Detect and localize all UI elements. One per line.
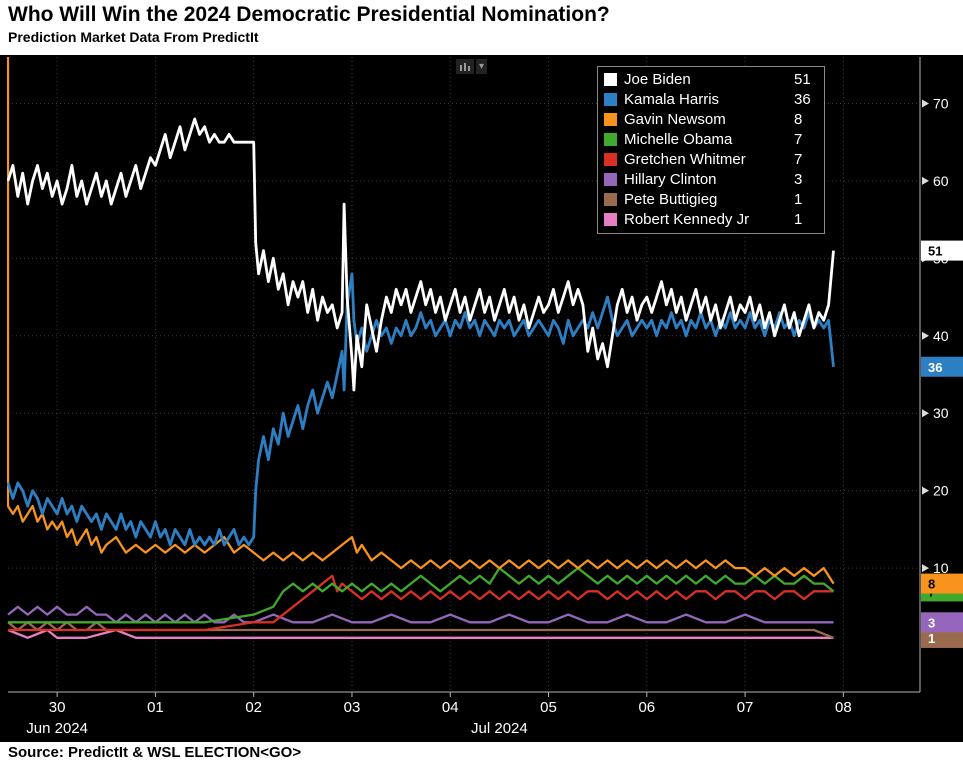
svg-text:36: 36 <box>928 360 942 375</box>
legend-swatch <box>604 132 617 146</box>
legend-label: Hillary Clinton <box>624 170 717 188</box>
mini-chart-icon[interactable] <box>456 59 474 74</box>
legend-label: Joe Biden <box>624 70 691 88</box>
legend-value: 7 <box>794 130 803 148</box>
svg-text:51: 51 <box>928 244 942 259</box>
legend-swatch <box>604 192 617 206</box>
legend-item[interactable]: Michelle Obama 7 <box>604 129 816 149</box>
svg-text:20: 20 <box>933 483 949 499</box>
svg-text:1: 1 <box>928 631 935 646</box>
svg-text:3: 3 <box>928 615 935 630</box>
legend-swatch <box>604 172 617 186</box>
legend-item[interactable]: Pete Buttigieg 1 <box>604 189 816 209</box>
legend-label: Robert Kennedy Jr <box>624 210 750 228</box>
source-line: Source: PredictIt & WSL ELECTION<GO> <box>0 742 963 764</box>
svg-text:Jul 2024: Jul 2024 <box>471 720 528 737</box>
svg-text:05: 05 <box>540 699 557 716</box>
legend-item[interactable]: Gavin Newsom 8 <box>604 109 816 129</box>
legend-label: Kamala Harris <box>624 90 720 108</box>
svg-text:03: 03 <box>344 699 361 716</box>
legend-value: 1 <box>794 210 803 228</box>
legend-item[interactable]: Kamala Harris 36 <box>604 89 816 109</box>
legend-item[interactable]: Hillary Clinton 3 <box>604 169 816 189</box>
svg-text:8: 8 <box>928 577 935 592</box>
legend-value: 36 <box>794 90 811 108</box>
legend-value: 3 <box>794 170 803 188</box>
svg-text:30: 30 <box>49 699 66 716</box>
chart-toolbar: ▾ <box>456 59 488 74</box>
svg-text:Jun 2024: Jun 2024 <box>26 720 88 737</box>
svg-text:60: 60 <box>933 173 949 189</box>
legend-value: 7 <box>794 150 803 168</box>
legend-swatch <box>604 152 617 166</box>
legend-label: Pete Buttigieg <box>624 190 718 208</box>
legend-label: Gretchen Whitmer <box>624 150 746 168</box>
svg-text:07: 07 <box>737 699 754 716</box>
page-subtitle: Prediction Market Data From PredictIt <box>8 29 259 45</box>
legend-item[interactable]: Joe Biden 51 <box>604 69 816 89</box>
svg-text:08: 08 <box>835 699 852 716</box>
svg-text:04: 04 <box>442 699 459 716</box>
chart-header: Who Will Win the 2024 Democratic Preside… <box>0 0 963 55</box>
legend-value: 8 <box>794 110 803 128</box>
legend-swatch <box>604 92 617 106</box>
legend: Joe Biden 51 Kamala Harris 36 Gavin Newsom 8 M… <box>597 66 825 234</box>
svg-text:10: 10 <box>933 560 949 576</box>
legend-item[interactable]: Gretchen Whitmer 7 <box>604 149 816 169</box>
svg-text:06: 06 <box>638 699 655 716</box>
legend-swatch <box>604 72 617 86</box>
svg-text:30: 30 <box>933 405 949 421</box>
chevron-down-icon[interactable]: ▾ <box>476 59 488 74</box>
svg-text:40: 40 <box>933 328 949 344</box>
svg-text:01: 01 <box>147 699 164 716</box>
legend-value: 1 <box>794 190 803 208</box>
legend-item[interactable]: Robert Kennedy Jr 1 <box>604 209 816 229</box>
svg-text:02: 02 <box>245 699 262 716</box>
legend-swatch <box>604 212 617 226</box>
legend-label: Michelle Obama <box>624 130 733 148</box>
legend-label: Gavin Newsom <box>624 110 726 128</box>
legend-swatch <box>604 112 617 126</box>
legend-value: 51 <box>794 70 811 88</box>
svg-text:70: 70 <box>933 95 949 111</box>
page-title: Who Will Win the 2024 Democratic Preside… <box>8 3 610 26</box>
